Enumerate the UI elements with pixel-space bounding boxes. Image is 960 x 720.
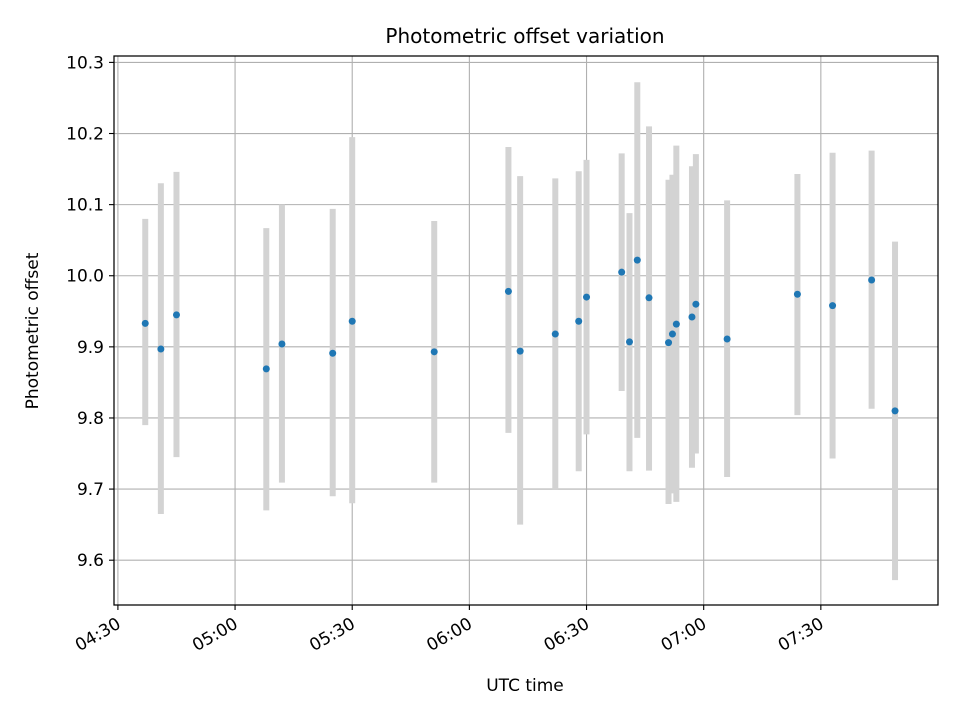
y-tick-label: 10.3 — [66, 53, 104, 73]
data-point — [329, 349, 337, 357]
data-point — [348, 317, 356, 325]
y-tick-label: 9.6 — [77, 551, 104, 571]
data-point — [633, 256, 641, 264]
plot-area — [114, 56, 938, 605]
data-point — [672, 320, 680, 328]
data-point — [868, 276, 876, 284]
data-point — [172, 311, 180, 319]
data-point — [504, 287, 512, 295]
y-tick-label: 9.9 — [77, 338, 104, 358]
chart-title: Photometric offset variation — [385, 24, 664, 48]
y-tick-label: 9.7 — [77, 480, 104, 500]
data-point — [551, 330, 559, 338]
data-points — [141, 256, 899, 415]
data-point — [575, 317, 583, 325]
data-point — [723, 335, 731, 343]
data-point — [141, 319, 149, 327]
data-point — [829, 302, 837, 310]
data-point — [665, 339, 673, 347]
y-tick-label: 10.2 — [66, 125, 104, 145]
y-tick-labels: 9.6 9.7 9.8 9.9 10.0 10.1 10.2 10.3 — [66, 53, 104, 571]
data-point — [668, 330, 676, 338]
data-point — [688, 313, 696, 321]
y-axis-label: Photometric offset — [23, 252, 43, 409]
data-point — [583, 293, 591, 301]
x-axis-label: UTC time — [486, 676, 564, 696]
data-point — [625, 338, 633, 346]
plot-frame — [113, 55, 939, 606]
data-point — [262, 365, 270, 373]
data-point — [793, 290, 801, 298]
data-point — [891, 407, 899, 415]
data-point — [618, 268, 626, 276]
y-tick-label: 10.1 — [66, 196, 104, 216]
data-point — [645, 294, 653, 302]
data-point — [430, 348, 438, 356]
data-point — [692, 300, 700, 308]
y-tick-label: 9.8 — [77, 409, 104, 429]
data-point — [278, 340, 286, 348]
y-tick-label: 10.0 — [66, 267, 104, 287]
data-point — [516, 347, 524, 355]
data-point — [157, 345, 165, 353]
axis-ticks — [109, 61, 822, 610]
